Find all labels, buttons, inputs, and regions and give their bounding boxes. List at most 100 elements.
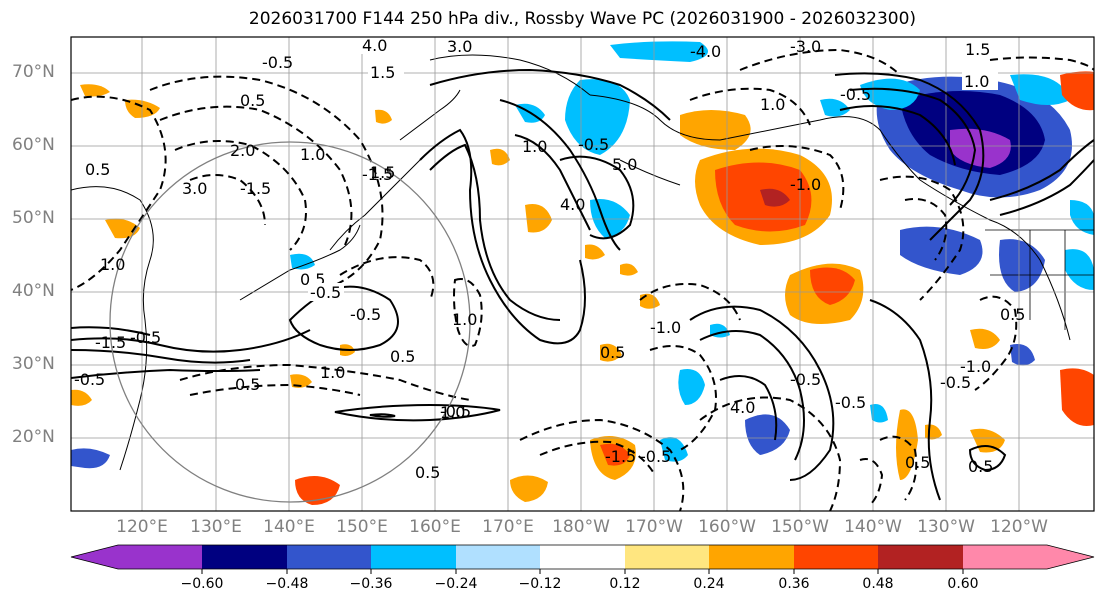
grid-lines — [71, 37, 1094, 511]
negative-region — [860, 78, 920, 110]
lon-label: 170°W — [625, 517, 683, 537]
positive-region — [490, 148, 510, 166]
lon-label: 130°W — [917, 517, 975, 537]
lon-label: 130°E — [190, 517, 242, 537]
positive-region — [105, 218, 140, 239]
lon-label: 160°W — [698, 517, 756, 537]
contour-label: -0.5 — [940, 373, 971, 392]
colorbar-segment — [540, 545, 625, 569]
colorbar-tick-label: −0.48 — [265, 576, 309, 592]
contour-label: -1.5 — [362, 165, 393, 184]
solid-contours — [71, 68, 1094, 501]
contour-label: -1.5 — [95, 333, 126, 352]
contour-label: 1.0 — [522, 137, 547, 156]
lon-label: 170°E — [482, 517, 534, 537]
contour-label: 1.0 — [964, 72, 989, 91]
colorbar — [70, 544, 1095, 574]
negative-region — [678, 369, 705, 405]
colorbar-tick-label: 0.36 — [778, 576, 810, 592]
positive-region — [600, 443, 630, 466]
contour-label: -1.0 — [790, 175, 821, 194]
negative-region — [950, 128, 1011, 168]
lat-label: 70°N — [12, 62, 55, 82]
contour-label: -1.5 — [240, 179, 271, 198]
lon-label: 140°W — [844, 517, 902, 537]
lat-label: 40°N — [12, 281, 55, 301]
positive-region — [600, 343, 622, 362]
contour-label: -0.5 — [74, 370, 105, 389]
positive-region — [71, 389, 92, 406]
negative-region — [820, 98, 850, 117]
contour-label: 1.0 — [452, 310, 477, 329]
contour-label: 1.5 — [965, 40, 990, 59]
colorbar-segment — [118, 545, 202, 569]
colorbar-tick-label: 0.24 — [693, 576, 725, 592]
contour-label: -0.5 — [835, 393, 866, 412]
negative-region — [1070, 200, 1094, 235]
colorbar-segment — [709, 545, 794, 569]
lon-label: 120°E — [116, 517, 168, 537]
contour-label: 0.5 — [968, 457, 993, 476]
contour-label: 3.0 — [447, 37, 472, 56]
contour-label: -0.5 — [440, 402, 471, 421]
negative-region — [660, 437, 688, 462]
contour-label: -1.5 — [605, 447, 636, 466]
contour-label: -0.5 — [350, 305, 381, 324]
negative-region — [745, 414, 790, 455]
colorbar-segment-high-extend — [1047, 545, 1094, 569]
colorbar-tick-label: −0.60 — [180, 576, 224, 592]
colorbar-segment — [963, 545, 1047, 569]
colorbar-outline — [70, 544, 1095, 570]
positive-region — [810, 267, 855, 305]
contour-label: -0.5 — [640, 447, 671, 466]
contour-label: 4.0 — [560, 195, 585, 214]
negative-region — [290, 253, 315, 270]
colorbar-tick-label: −0.24 — [434, 576, 478, 592]
positive-region — [375, 109, 392, 124]
lon-label: 150°W — [771, 517, 829, 537]
contour-label: 1.0 — [760, 95, 785, 114]
positive-region — [80, 84, 110, 97]
lon-label: 180°W — [552, 517, 610, 537]
contour-labels: 4.0 3.0 1.5 -0.5 0.5 1.0 2.0 3.0 -1.5 1.… — [74, 36, 1025, 482]
positive-region — [896, 409, 918, 480]
positive-region — [760, 188, 790, 207]
contour-label: 4.0 — [730, 398, 755, 417]
region-circle — [109, 141, 471, 503]
contour-label: 0.5 — [415, 463, 440, 482]
negative-region — [870, 404, 888, 423]
colorbar-tick-label: −0.12 — [518, 576, 562, 592]
contour-label: -0.5 — [578, 135, 609, 154]
map-title: 2026031700 F144 250 hPa div., Rossby Wav… — [248, 9, 917, 29]
contour-label: 0.5 — [85, 160, 110, 179]
lon-label: 120°W — [990, 517, 1048, 537]
colorbar-segment — [202, 545, 287, 569]
contour-label: 0.5 — [240, 91, 265, 110]
contour-label: 4.0 — [362, 36, 387, 55]
map-frame — [70, 36, 1095, 512]
contour-label: -0.5 — [130, 328, 161, 347]
contour-label: 5.0 — [612, 155, 637, 174]
contour-label: -1.0 — [960, 357, 991, 376]
colorbar-tick-label: −0.36 — [349, 576, 393, 592]
contour-label: -4.0 — [690, 42, 721, 61]
lon-label: 150°E — [336, 517, 388, 537]
positive-region — [525, 204, 552, 233]
contour-label: 0.5 — [235, 375, 260, 394]
negative-region — [1065, 249, 1094, 290]
colorbar-segment — [287, 545, 371, 569]
contour-label: -3.0 — [790, 37, 821, 56]
negative-region — [71, 448, 110, 469]
contour-label: 1.0 — [100, 255, 125, 274]
lat-label: 60°N — [12, 135, 55, 155]
contour-label: 0.5 — [1000, 305, 1025, 324]
contour-label: -0.5 — [840, 85, 871, 104]
colorbar-segment — [625, 545, 709, 569]
contour-label: -1.0 — [650, 318, 681, 337]
colorbar-segment — [794, 545, 878, 569]
positive-region — [620, 263, 638, 276]
lat-label: 20°N — [12, 427, 55, 447]
colorbar-segment — [878, 545, 963, 569]
dashed-contours — [71, 48, 1094, 511]
